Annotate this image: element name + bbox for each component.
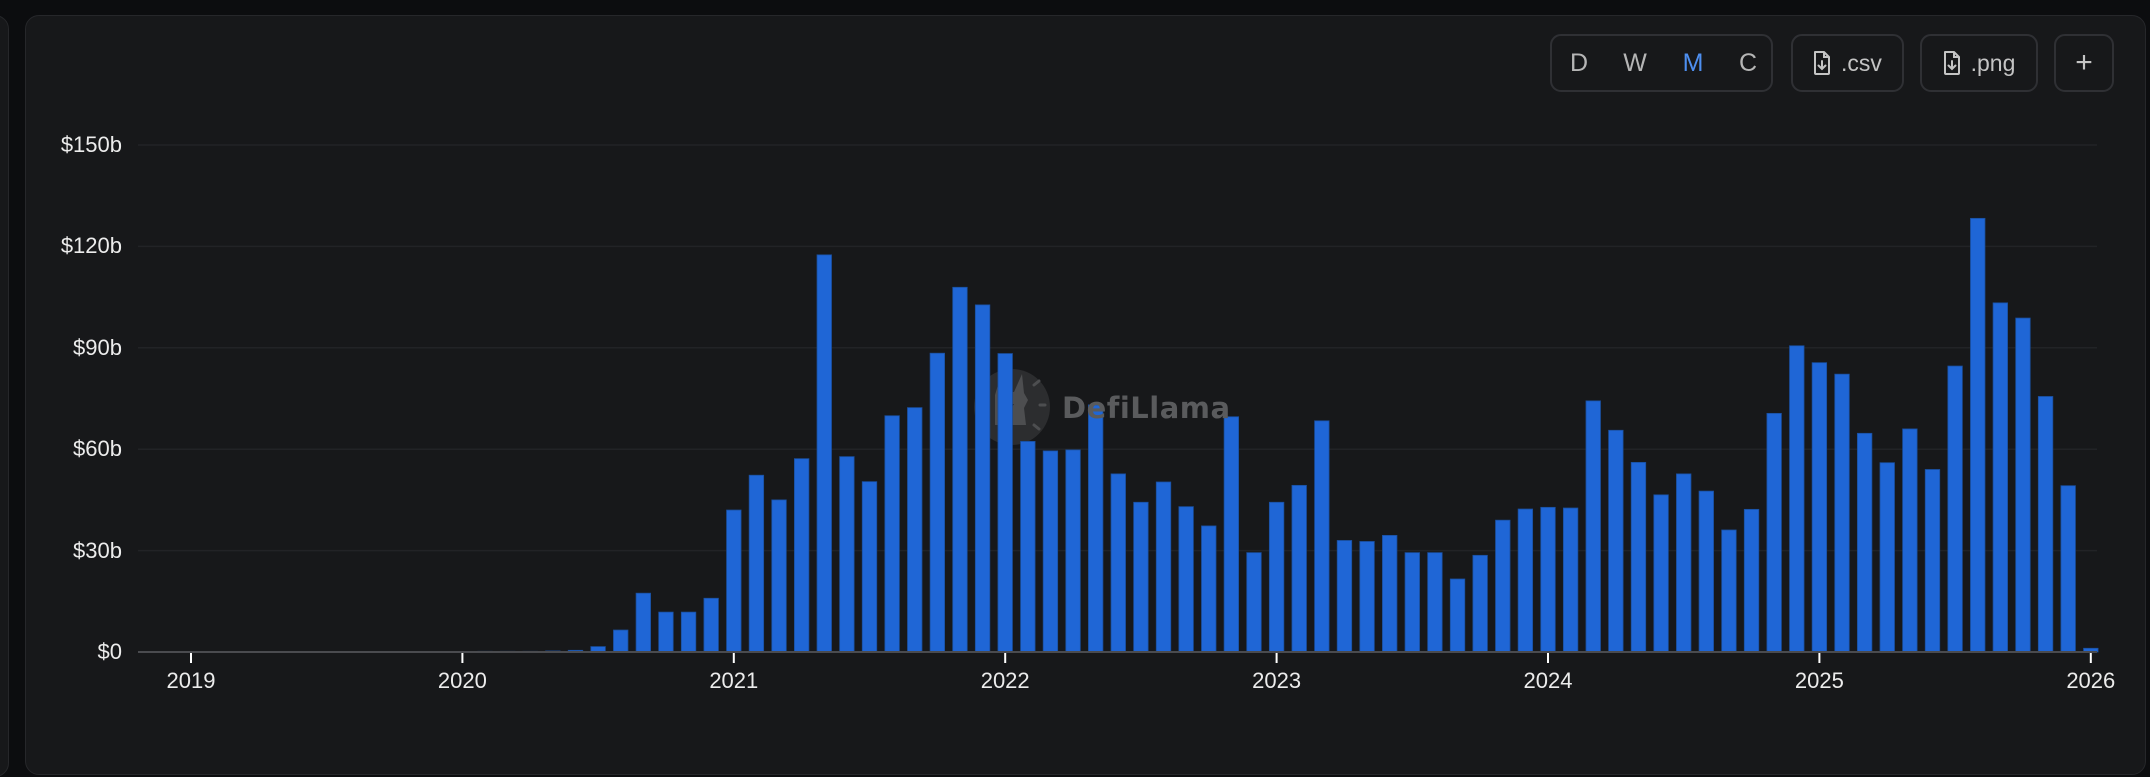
bar[interactable] xyxy=(1630,461,1647,653)
y-tick-label: $90b xyxy=(73,334,122,360)
bar[interactable] xyxy=(1268,501,1285,653)
bar[interactable] xyxy=(1517,508,1534,653)
bar[interactable] xyxy=(1585,400,1601,653)
interval-cumulative-button[interactable]: C xyxy=(1738,49,1758,77)
bar[interactable] xyxy=(1155,481,1172,653)
bar[interactable] xyxy=(1427,552,1443,653)
bar[interactable] xyxy=(1540,506,1556,653)
x-tick-label: 2023 xyxy=(1252,668,1302,693)
bar[interactable] xyxy=(635,592,651,653)
bar[interactable] xyxy=(2037,396,2054,653)
y-tick-label: $0 xyxy=(97,639,122,664)
bar[interactable] xyxy=(974,304,991,653)
add-button[interactable]: + xyxy=(2054,34,2114,92)
bar[interactable] xyxy=(907,407,923,653)
interval-monthly-button[interactable]: M xyxy=(1682,49,1704,77)
bar[interactable] xyxy=(1495,519,1511,653)
y-tick-label: $150b xyxy=(60,132,122,157)
bar[interactable] xyxy=(680,611,697,653)
bar[interactable] xyxy=(839,456,855,653)
y-tick-label: $120b xyxy=(60,233,122,259)
bar[interactable] xyxy=(997,353,1013,653)
x-axis-ticks xyxy=(190,653,2092,663)
bar[interactable] xyxy=(613,629,629,653)
bar[interactable] xyxy=(703,597,719,653)
bar[interactable] xyxy=(1291,484,1307,653)
bar[interactable] xyxy=(748,474,765,653)
bar[interactable] xyxy=(1178,506,1194,653)
interval-daily-button[interactable]: D xyxy=(1569,49,1589,77)
bar[interactable] xyxy=(1088,404,1104,653)
y-tick-label: $30b xyxy=(73,537,122,563)
watermark-text: DefiLlama xyxy=(1062,391,1231,425)
download-csv-button[interactable]: .csv xyxy=(1791,34,1904,92)
bar[interactable] xyxy=(1834,373,1850,653)
bar[interactable] xyxy=(1721,529,1737,653)
bar[interactable] xyxy=(1856,432,1873,653)
bar[interactable] xyxy=(1811,362,1828,653)
download-png-button[interactable]: .png xyxy=(1920,34,2038,92)
bar[interactable] xyxy=(1992,302,2008,653)
bar[interactable] xyxy=(2015,317,2031,653)
bar[interactable] xyxy=(1472,554,1488,653)
x-tick-label: 2022 xyxy=(980,668,1030,693)
file-download-icon xyxy=(1814,51,1831,75)
bar[interactable] xyxy=(1608,429,1624,653)
bar[interactable] xyxy=(1698,490,1714,653)
bar[interactable] xyxy=(1970,217,1986,653)
file-download-icon xyxy=(1943,51,1960,75)
bar[interactable] xyxy=(816,254,832,653)
bar[interactable] xyxy=(1766,412,1782,653)
bar[interactable] xyxy=(1562,507,1579,653)
bar[interactable] xyxy=(726,509,742,653)
bar[interactable] xyxy=(1924,469,1941,653)
bar[interactable] xyxy=(1201,525,1217,653)
bar[interactable] xyxy=(1359,541,1375,653)
bar[interactable] xyxy=(861,481,878,653)
x-tick-label: 2020 xyxy=(437,668,487,693)
bars xyxy=(319,217,2099,653)
bar[interactable] xyxy=(1042,450,1059,653)
bar[interactable] xyxy=(771,499,787,653)
x-tick-label: 2026 xyxy=(2066,668,2116,693)
bar[interactable] xyxy=(1404,552,1420,653)
bar[interactable] xyxy=(1449,578,1466,653)
y-tick-label: $60b xyxy=(73,436,122,462)
bar[interactable] xyxy=(1223,416,1240,653)
bar[interactable] xyxy=(1336,540,1353,653)
bar[interactable] xyxy=(884,415,900,653)
x-tick-label: 2021 xyxy=(709,668,759,693)
bar[interactable] xyxy=(1314,420,1330,653)
bar[interactable] xyxy=(658,611,674,653)
bar[interactable] xyxy=(1789,345,1805,653)
bar[interactable] xyxy=(2060,485,2076,653)
x-tick-label: 2025 xyxy=(1794,668,1844,693)
x-tick-label: 2024 xyxy=(1523,668,1573,693)
interval-weekly-button[interactable]: W xyxy=(1623,49,1647,77)
bar[interactable] xyxy=(929,352,945,653)
bar[interactable] xyxy=(1653,494,1669,653)
bar[interactable] xyxy=(1947,365,1963,653)
bar[interactable] xyxy=(1676,473,1692,653)
bar[interactable] xyxy=(794,458,810,653)
bar[interactable] xyxy=(1020,441,1036,653)
bar[interactable] xyxy=(952,286,968,653)
bar[interactable] xyxy=(1133,501,1149,653)
png-label: .png xyxy=(1970,49,2016,76)
bar[interactable] xyxy=(1065,449,1081,653)
interval-selector: D W M C xyxy=(1550,34,1773,92)
bar-chart xyxy=(138,144,2099,663)
plus-icon: + xyxy=(2075,46,2093,79)
bar[interactable] xyxy=(1879,462,1895,653)
x-tick-label: 2019 xyxy=(166,668,216,693)
csv-label: .csv xyxy=(1841,49,1882,76)
bar[interactable] xyxy=(1382,534,1398,653)
bar[interactable] xyxy=(1743,508,1760,653)
bar[interactable] xyxy=(1902,428,1918,653)
bar[interactable] xyxy=(1110,473,1126,653)
bar[interactable] xyxy=(1246,552,1262,653)
